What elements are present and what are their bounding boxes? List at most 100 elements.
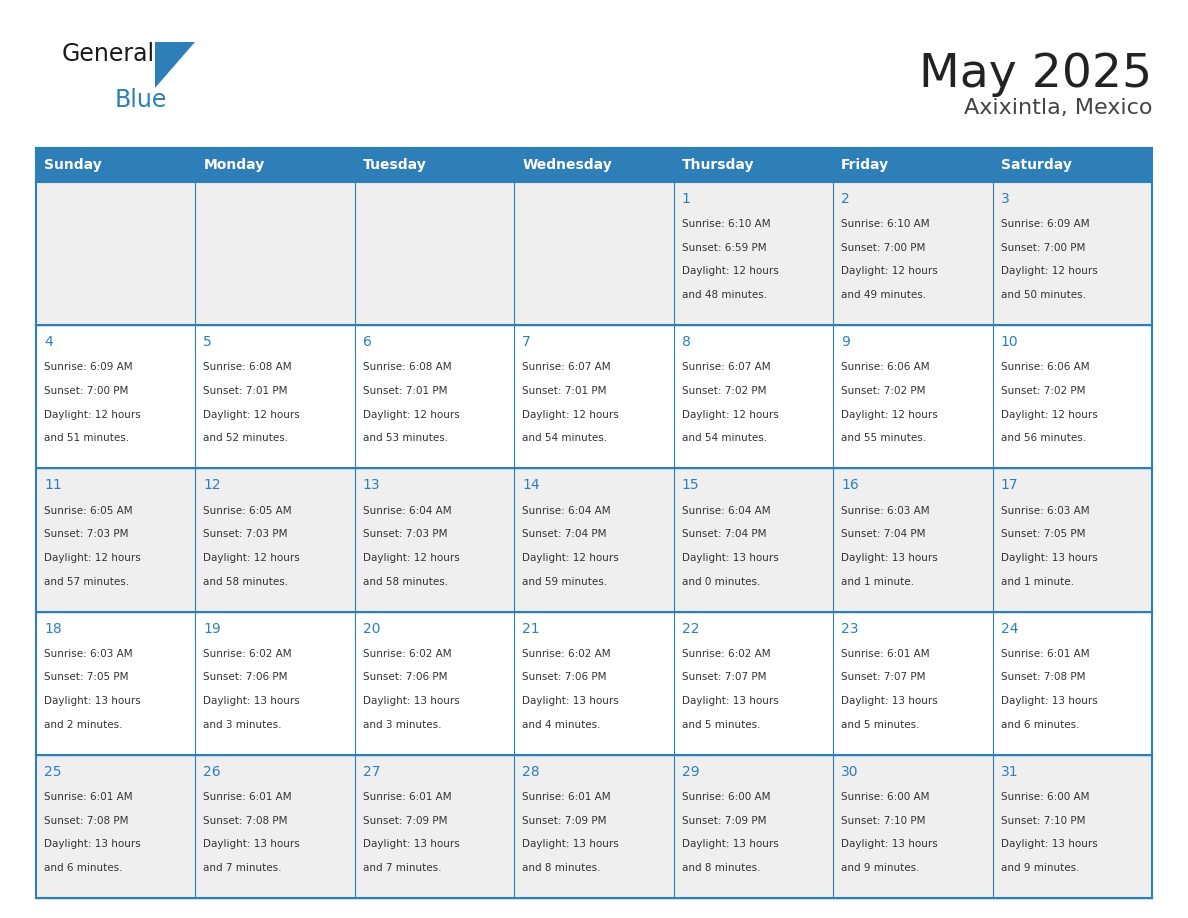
- Text: and 9 minutes.: and 9 minutes.: [841, 863, 920, 873]
- Bar: [674, 611, 833, 755]
- Text: Blue: Blue: [115, 88, 168, 112]
- Text: Sunrise: 6:02 AM: Sunrise: 6:02 AM: [362, 649, 451, 659]
- Text: 13: 13: [362, 478, 380, 492]
- Text: 9: 9: [841, 335, 849, 349]
- Text: and 7 minutes.: and 7 minutes.: [362, 863, 441, 873]
- Text: Sunset: 7:04 PM: Sunset: 7:04 PM: [682, 530, 766, 539]
- Bar: [36, 182, 196, 325]
- Text: and 8 minutes.: and 8 minutes.: [523, 863, 601, 873]
- Text: Sunset: 7:02 PM: Sunset: 7:02 PM: [1000, 386, 1085, 396]
- Text: Sunrise: 6:01 AM: Sunrise: 6:01 AM: [841, 649, 930, 659]
- Bar: [355, 325, 514, 468]
- Text: 31: 31: [1000, 765, 1018, 778]
- Text: Sunset: 7:04 PM: Sunset: 7:04 PM: [841, 530, 925, 539]
- Bar: [514, 468, 674, 611]
- Text: Daylight: 12 hours: Daylight: 12 hours: [362, 409, 460, 420]
- Bar: [833, 468, 992, 611]
- Bar: [514, 148, 674, 182]
- Text: Sunrise: 6:01 AM: Sunrise: 6:01 AM: [44, 792, 133, 802]
- Bar: [355, 148, 514, 182]
- Text: Sunrise: 6:03 AM: Sunrise: 6:03 AM: [44, 649, 133, 659]
- Text: 12: 12: [203, 478, 221, 492]
- Text: Daylight: 12 hours: Daylight: 12 hours: [44, 409, 140, 420]
- Text: Sunset: 7:01 PM: Sunset: 7:01 PM: [203, 386, 287, 396]
- Text: and 59 minutes.: and 59 minutes.: [523, 577, 607, 587]
- Text: Sunrise: 6:08 AM: Sunrise: 6:08 AM: [203, 363, 292, 373]
- Text: and 4 minutes.: and 4 minutes.: [523, 720, 601, 730]
- Text: and 0 minutes.: and 0 minutes.: [682, 577, 760, 587]
- Text: Sunrise: 6:02 AM: Sunrise: 6:02 AM: [203, 649, 292, 659]
- Text: and 53 minutes.: and 53 minutes.: [362, 433, 448, 443]
- Text: 5: 5: [203, 335, 213, 349]
- Text: and 48 minutes.: and 48 minutes.: [682, 290, 766, 300]
- Polygon shape: [154, 42, 195, 88]
- Text: May 2025: May 2025: [918, 52, 1152, 97]
- Text: Daylight: 13 hours: Daylight: 13 hours: [682, 696, 778, 706]
- Text: 22: 22: [682, 621, 700, 635]
- Text: 6: 6: [362, 335, 372, 349]
- Text: Sunday: Sunday: [44, 158, 102, 172]
- Text: Sunrise: 6:07 AM: Sunrise: 6:07 AM: [523, 363, 611, 373]
- Text: Sunrise: 6:01 AM: Sunrise: 6:01 AM: [362, 792, 451, 802]
- Bar: [36, 611, 196, 755]
- Text: Sunrise: 6:04 AM: Sunrise: 6:04 AM: [523, 506, 611, 516]
- Bar: [833, 611, 992, 755]
- Text: Daylight: 12 hours: Daylight: 12 hours: [44, 553, 140, 563]
- Bar: [833, 182, 992, 325]
- Text: and 55 minutes.: and 55 minutes.: [841, 433, 927, 443]
- Text: Sunset: 7:03 PM: Sunset: 7:03 PM: [203, 530, 287, 539]
- Text: Sunrise: 6:04 AM: Sunrise: 6:04 AM: [362, 506, 451, 516]
- Bar: [36, 755, 196, 898]
- Text: Sunrise: 6:03 AM: Sunrise: 6:03 AM: [1000, 506, 1089, 516]
- Text: Daylight: 12 hours: Daylight: 12 hours: [1000, 266, 1098, 276]
- Text: 10: 10: [1000, 335, 1018, 349]
- Text: Sunrise: 6:04 AM: Sunrise: 6:04 AM: [682, 506, 770, 516]
- Text: 30: 30: [841, 765, 859, 778]
- Text: 15: 15: [682, 478, 700, 492]
- Text: Daylight: 12 hours: Daylight: 12 hours: [203, 553, 301, 563]
- Text: and 6 minutes.: and 6 minutes.: [44, 863, 122, 873]
- Text: Sunrise: 6:03 AM: Sunrise: 6:03 AM: [841, 506, 930, 516]
- Text: 25: 25: [44, 765, 62, 778]
- Bar: [196, 611, 355, 755]
- Text: Daylight: 12 hours: Daylight: 12 hours: [841, 266, 937, 276]
- Bar: [196, 755, 355, 898]
- Text: and 57 minutes.: and 57 minutes.: [44, 577, 129, 587]
- Text: 20: 20: [362, 621, 380, 635]
- Bar: [833, 755, 992, 898]
- Bar: [674, 148, 833, 182]
- Text: Sunrise: 6:05 AM: Sunrise: 6:05 AM: [203, 506, 292, 516]
- Bar: [674, 325, 833, 468]
- Text: Daylight: 13 hours: Daylight: 13 hours: [44, 696, 140, 706]
- Text: Sunset: 7:10 PM: Sunset: 7:10 PM: [841, 816, 925, 825]
- Text: Sunrise: 6:09 AM: Sunrise: 6:09 AM: [44, 363, 133, 373]
- Text: Monday: Monday: [203, 158, 265, 172]
- Text: 28: 28: [523, 765, 539, 778]
- Bar: [674, 755, 833, 898]
- Text: Sunset: 7:01 PM: Sunset: 7:01 PM: [523, 386, 607, 396]
- Bar: [992, 611, 1152, 755]
- Bar: [833, 148, 992, 182]
- Text: Thursday: Thursday: [682, 158, 754, 172]
- Text: Daylight: 12 hours: Daylight: 12 hours: [841, 409, 937, 420]
- Text: 16: 16: [841, 478, 859, 492]
- Text: Sunrise: 6:10 AM: Sunrise: 6:10 AM: [682, 219, 770, 230]
- Text: and 52 minutes.: and 52 minutes.: [203, 433, 289, 443]
- Text: and 51 minutes.: and 51 minutes.: [44, 433, 129, 443]
- Text: Sunset: 6:59 PM: Sunset: 6:59 PM: [682, 243, 766, 252]
- Text: Saturday: Saturday: [1000, 158, 1072, 172]
- Bar: [355, 182, 514, 325]
- Text: Sunset: 7:00 PM: Sunset: 7:00 PM: [841, 243, 925, 252]
- Text: Sunset: 7:09 PM: Sunset: 7:09 PM: [523, 816, 607, 825]
- Text: Sunset: 7:02 PM: Sunset: 7:02 PM: [682, 386, 766, 396]
- Text: Sunset: 7:00 PM: Sunset: 7:00 PM: [1000, 243, 1085, 252]
- Text: Daylight: 13 hours: Daylight: 13 hours: [1000, 553, 1098, 563]
- Text: Sunrise: 6:01 AM: Sunrise: 6:01 AM: [523, 792, 611, 802]
- Bar: [674, 468, 833, 611]
- Bar: [992, 468, 1152, 611]
- Bar: [355, 611, 514, 755]
- Bar: [196, 325, 355, 468]
- Text: Sunrise: 6:10 AM: Sunrise: 6:10 AM: [841, 219, 930, 230]
- Text: Sunrise: 6:06 AM: Sunrise: 6:06 AM: [841, 363, 930, 373]
- Text: Daylight: 13 hours: Daylight: 13 hours: [203, 839, 301, 849]
